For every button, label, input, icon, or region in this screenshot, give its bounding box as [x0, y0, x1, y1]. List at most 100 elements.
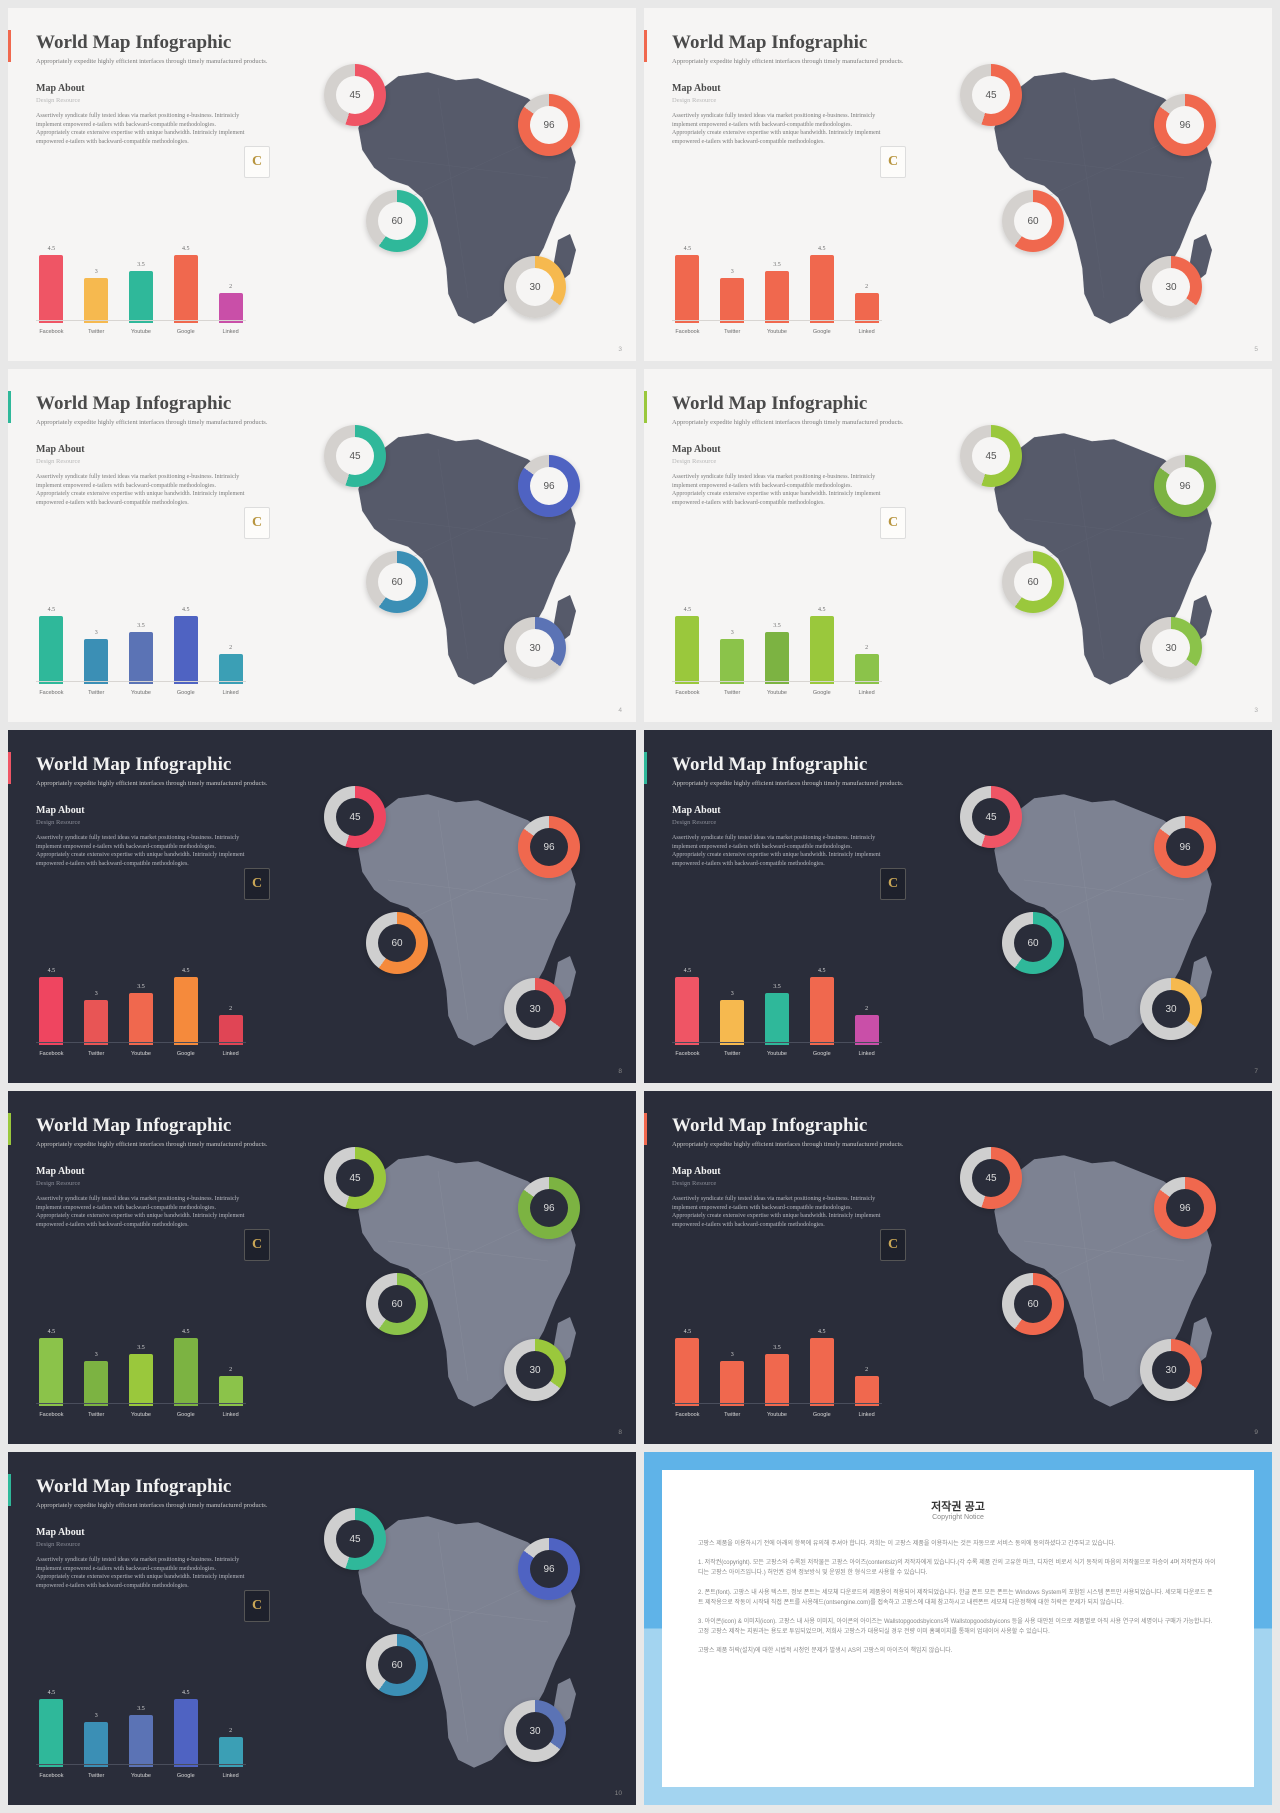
donut-value: 60: [378, 1646, 416, 1684]
bar-label: Twitter: [724, 329, 740, 335]
chart-baseline: [672, 1403, 882, 1404]
donut-value: 60: [378, 924, 416, 962]
donut-value: 30: [516, 1351, 554, 1389]
bar-value: 4.5: [818, 968, 826, 974]
bar-label: Google: [813, 1412, 831, 1418]
bar-group: 3Twitter: [81, 1352, 112, 1418]
bar-value: 2: [229, 645, 232, 651]
brand-badge: C: [244, 1229, 270, 1261]
donut-value: 96: [530, 1550, 568, 1588]
bar-label: Twitter: [724, 690, 740, 696]
donut-gauge: 96: [1154, 455, 1216, 517]
donut-value: 45: [972, 1159, 1010, 1197]
bar-value: 4.5: [182, 1329, 190, 1335]
chart-baseline: [36, 320, 246, 321]
donut-gauge: 96: [518, 816, 580, 878]
donut-value: 60: [378, 563, 416, 601]
donut-value: 96: [1166, 106, 1204, 144]
bar-label: Facebook: [39, 1412, 63, 1418]
bar: [765, 271, 789, 323]
bar: [720, 639, 744, 684]
page-number: 3: [618, 346, 622, 353]
donut-gauge: 60: [366, 551, 428, 613]
page-number: 10: [615, 1790, 622, 1797]
donut-gauge: 30: [504, 617, 566, 679]
bar: [219, 654, 243, 684]
bar-label: Google: [813, 1051, 831, 1057]
bar-value: 3.5: [137, 1706, 145, 1712]
bar: [39, 616, 63, 684]
accent-bar: [644, 30, 647, 62]
bar-value: 3.5: [137, 623, 145, 629]
donut-value: 45: [972, 798, 1010, 836]
bar-group: 4.5Google: [806, 246, 837, 335]
donut-value: 30: [1152, 268, 1190, 306]
donut-gauge: 30: [504, 978, 566, 1040]
bar-value: 4.5: [182, 968, 190, 974]
donut-value: 30: [516, 268, 554, 306]
donut-value: 45: [972, 76, 1010, 114]
bar: [174, 616, 198, 684]
bar-chart: 4.5Facebook3Twitter3.5Youtube4.5Google2L…: [36, 1323, 246, 1418]
donut-value: 45: [336, 1520, 374, 1558]
bar: [855, 1376, 879, 1406]
bar-value: 3: [95, 269, 98, 275]
bar-group: 4.5 Google: [170, 1329, 201, 1418]
bar-group: 2Linked: [851, 1006, 882, 1057]
infographic-slide: World Map InfographicAppropriately exped…: [8, 1452, 636, 1805]
body-text: Assertively syndicate fully tested ideas…: [36, 112, 246, 147]
bar-chart: 4.5Facebook3Twitter3.5Youtube4.5Google2L…: [36, 601, 246, 696]
bar: [84, 1000, 108, 1045]
bar-group: 4.5Facebook: [36, 607, 67, 696]
bar: [39, 977, 63, 1045]
donut-value: 60: [1014, 1285, 1052, 1323]
donut-value: 60: [1014, 924, 1052, 962]
donut-gauge: 96: [518, 1177, 580, 1239]
body-text: Assertively syndicate fully tested ideas…: [672, 473, 882, 508]
bar: [84, 1361, 108, 1406]
bar-label: Youtube: [767, 329, 787, 335]
bar: [174, 1338, 198, 1406]
chart-baseline: [36, 1042, 246, 1043]
bar-value: 4.5: [48, 246, 56, 252]
bar-label: Google: [177, 1412, 195, 1418]
bar: [720, 1000, 744, 1045]
donut-value: 30: [1152, 1351, 1190, 1389]
bar-label: Youtube: [767, 690, 787, 696]
accent-bar: [8, 1474, 11, 1506]
donut-value: 60: [378, 1285, 416, 1323]
bar-group: 2Linked: [215, 1367, 246, 1418]
donut-gauge: 30: [504, 1339, 566, 1401]
bar-label: Youtube: [131, 690, 151, 696]
donut-value: 45: [972, 437, 1010, 475]
bar: [810, 616, 834, 684]
page-number: 9: [1254, 1429, 1258, 1436]
bar-group: 3 Twitter: [717, 630, 748, 696]
body-text: Assertively syndicate fully tested ideas…: [36, 1556, 246, 1591]
infographic-slide: World Map InfographicAppropriately exped…: [8, 369, 636, 722]
bar-group: 4.5Google: [806, 1329, 837, 1418]
bar-label: Twitter: [88, 329, 104, 335]
bar-group: 2Linked: [851, 1367, 882, 1418]
bar-value: 3.5: [137, 262, 145, 268]
bar-group: 4.5Google: [170, 246, 201, 335]
copyright-subtitle: Copyright Notice: [698, 1514, 1218, 1521]
bar: [810, 977, 834, 1045]
donut-gauge: 30: [504, 256, 566, 318]
bar: [765, 1354, 789, 1406]
bar-value: 3: [731, 630, 734, 636]
donut-value: 96: [1166, 1189, 1204, 1227]
bar-label: Twitter: [88, 1773, 104, 1779]
infographic-slide: World Map InfographicAppropriately exped…: [644, 8, 1272, 361]
bar-value: 4.5: [48, 968, 56, 974]
bar-group: 2Linked: [215, 645, 246, 696]
brand-badge: C: [880, 1229, 906, 1261]
bar-group: 2Linked: [851, 645, 882, 696]
bar-group: 2Linked: [215, 284, 246, 335]
bar-value: 3.5: [137, 984, 145, 990]
donut-value: 96: [530, 467, 568, 505]
bar-group: 4.5Google: [170, 1690, 201, 1779]
bar-label: Linked: [222, 1773, 238, 1779]
slide-title: World Map Infographic: [672, 754, 1244, 776]
bar-group: 4.5Google: [170, 968, 201, 1057]
